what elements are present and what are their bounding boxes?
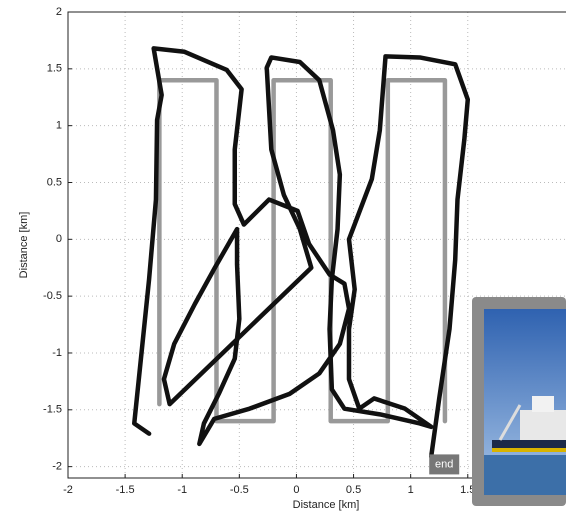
y-tick-label: -0.5 [43, 290, 62, 302]
inset-sea [484, 455, 566, 495]
x-axis-label: Distance [km] [293, 499, 360, 511]
x-tick-label: 0 [293, 484, 299, 496]
y-tick-label: 2 [56, 6, 62, 18]
x-tick-label: -2 [63, 484, 73, 496]
y-tick-label: 1.5 [47, 63, 62, 75]
x-tick-label: -0.5 [230, 484, 249, 496]
y-tick-label: 1 [56, 120, 62, 132]
ship-stripe [492, 448, 566, 452]
y-tick-label: 0 [56, 233, 62, 245]
y-tick-label: -1 [52, 347, 62, 359]
x-tick-label: -1 [177, 484, 187, 496]
x-tick-label: -1.5 [116, 484, 135, 496]
y-tick-label: 0.5 [47, 176, 62, 188]
trajectory-line [134, 48, 468, 456]
chart: -2-1.5-1-0.500.511.5-2-1.5-1-0.500.511.5… [0, 0, 566, 514]
y-tick-label: -1.5 [43, 404, 62, 416]
x-tick-label: 1 [408, 484, 414, 496]
annotation: end [435, 458, 453, 470]
y-tick-label: -2 [52, 461, 62, 473]
y-axis-label: Distance [km] [18, 212, 30, 279]
ship-bridge [532, 396, 554, 412]
ship-superstructure [520, 410, 566, 440]
inset-photo [472, 297, 566, 506]
x-tick-label: 0.5 [346, 484, 361, 496]
